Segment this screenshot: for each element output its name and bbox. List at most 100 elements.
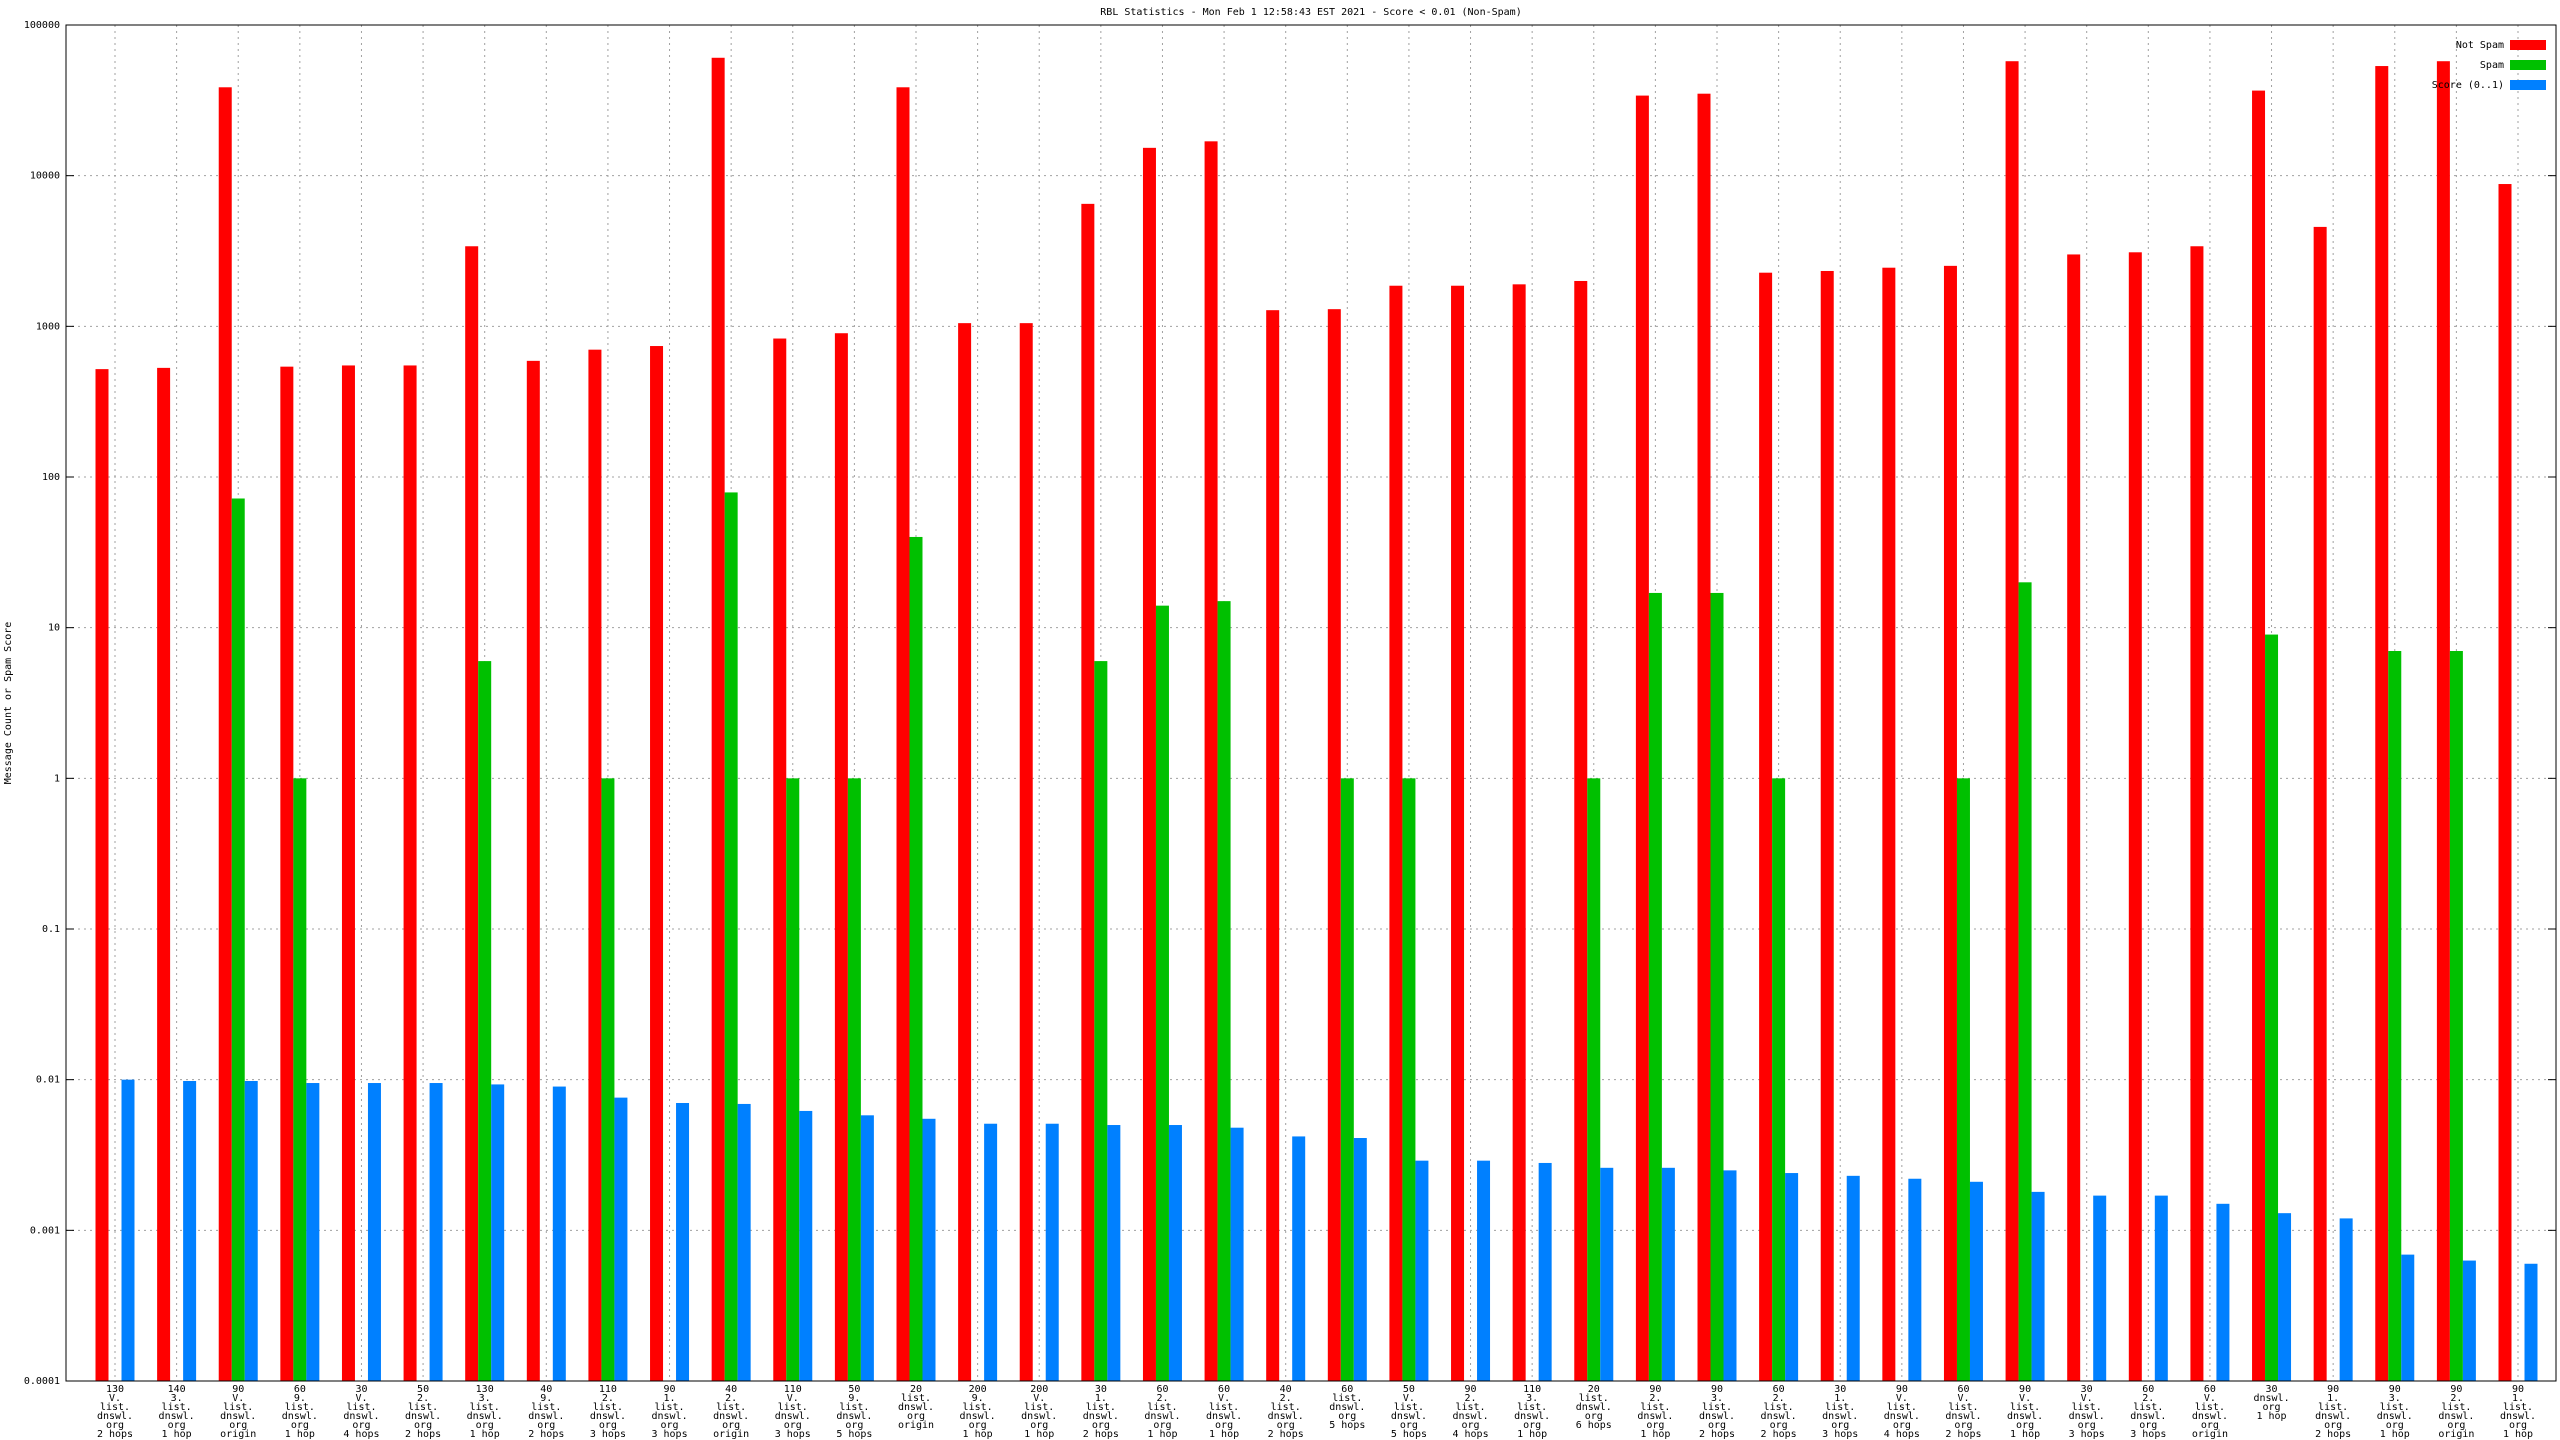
x-tick-label: 3. <box>2389 1393 2401 1404</box>
bar <box>1327 309 1341 1381</box>
x-tick-label: 2. <box>725 1393 737 1404</box>
x-tick-label: org <box>2201 1420 2219 1431</box>
x-tick-label: org <box>1523 1420 1541 1431</box>
x-tick-label: list. <box>901 1393 931 1404</box>
x-tick-label: 20 <box>1588 1384 1600 1395</box>
x-tick-label: dnswl. <box>1945 1411 1981 1422</box>
x-tick-label: list. <box>1147 1402 1177 1413</box>
bar <box>588 349 602 1382</box>
bar <box>2093 1195 2107 1381</box>
x-tick-label: org <box>2016 1420 2034 1431</box>
x-tick-label: org <box>1831 1420 1849 1431</box>
x-tick-label: 9. <box>848 1393 860 1404</box>
x-tick-label: V. <box>2204 1393 2216 1404</box>
bar <box>834 333 848 1382</box>
x-tick-label: dnswl. <box>2069 1411 2105 1422</box>
bar <box>984 1123 998 1381</box>
bar <box>367 1083 381 1381</box>
x-tick-label: dnswl. <box>960 1411 996 1422</box>
x-tick-label: 3. <box>171 1393 183 1404</box>
x-tick-label: list. <box>778 1402 808 1413</box>
x-tick-label: 1 hop <box>963 1429 993 1440</box>
x-tick-label: list. <box>2072 1402 2102 1413</box>
bar <box>1107 1125 1121 1381</box>
bar <box>293 778 307 1381</box>
x-tick-label: list. <box>1702 1402 1732 1413</box>
x-tick-label: org <box>1153 1420 1171 1431</box>
x-tick-label: org <box>1215 1420 1233 1431</box>
bar <box>1635 95 1649 1382</box>
x-tick-label: list. <box>2318 1402 2348 1413</box>
x-tick-label: V. <box>232 1393 244 1404</box>
x-tick-label: 90 <box>2019 1384 2031 1395</box>
x-tick-label: 2. <box>2142 1393 2154 1404</box>
bar <box>1451 285 1465 1382</box>
bar <box>1943 265 1957 1381</box>
x-tick-label: org <box>2324 1420 2342 1431</box>
x-tick-label: list. <box>839 1402 869 1413</box>
bar <box>1340 778 1354 1381</box>
bar <box>650 346 664 1381</box>
x-tick-label: org <box>907 1411 925 1422</box>
x-tick-label: org <box>2447 1420 2465 1431</box>
x-tick-label: 90 <box>2327 1384 2339 1395</box>
x-tick-label: dnswl. <box>2007 1411 2043 1422</box>
x-tick-label: 3 hops <box>1822 1429 1858 1440</box>
x-tick-label: 3 hops <box>590 1429 626 1440</box>
bar <box>1723 1170 1737 1381</box>
bar <box>2067 254 2081 1382</box>
bar <box>614 1097 628 1381</box>
x-tick-label: 90 <box>1465 1384 1477 1395</box>
x-tick-label: 30 <box>2081 1384 2093 1395</box>
bar <box>860 1115 874 1381</box>
x-tick-label: dnswl. <box>651 1411 687 1422</box>
x-tick-label: 1 hop <box>1209 1429 1239 1440</box>
bar <box>1266 310 1280 1381</box>
x-tick-label: list. <box>285 1402 315 1413</box>
bar <box>1353 1138 1367 1381</box>
x-tick-label: org <box>352 1420 370 1431</box>
bar <box>280 366 294 1381</box>
x-tick-label: dnswl. <box>405 1411 441 1422</box>
x-tick-label: org <box>1893 1420 1911 1431</box>
x-tick-label: org <box>1277 1420 1295 1431</box>
x-tick-label: dnswl. <box>1144 1411 1180 1422</box>
x-tick-label: V. <box>1957 1393 1969 1404</box>
chart-title: RBL Statistics - Mon Feb 1 12:58:43 EST … <box>1100 7 1521 18</box>
x-tick-label: list. <box>100 1402 130 1413</box>
x-tick-label: org <box>2139 1420 2157 1431</box>
x-tick-label: origin <box>2438 1429 2474 1440</box>
bar <box>2313 226 2327 1381</box>
x-tick-label: 1 hop <box>285 1429 315 1440</box>
bar <box>1969 1181 1983 1381</box>
x-tick-label: 90 <box>232 1384 244 1395</box>
x-tick-label: list. <box>470 1402 500 1413</box>
x-tick-label: 50 <box>1403 1384 1415 1395</box>
legend-swatch <box>2510 60 2546 70</box>
bar <box>552 1086 566 1381</box>
x-tick-label: 3 hops <box>651 1429 687 1440</box>
x-tick-label: dnswl. <box>2377 1411 2413 1422</box>
bar <box>231 498 245 1381</box>
x-tick-label: 1 hop <box>1517 1429 1547 1440</box>
bar <box>1168 1125 1182 1381</box>
x-tick-label: dnswl. <box>1452 1411 1488 1422</box>
x-tick-label: list. <box>1455 1402 1485 1413</box>
x-tick-label: list. <box>1332 1393 1362 1404</box>
y-tick-label: 0.1 <box>42 924 60 935</box>
x-tick-label: 1 hop <box>1640 1429 1670 1440</box>
bar <box>2449 651 2463 1381</box>
x-tick-label: org <box>845 1420 863 1431</box>
x-tick-label: 2 hops <box>528 1429 564 1440</box>
bar <box>2031 1191 2045 1381</box>
x-tick-label: org <box>1954 1420 1972 1431</box>
x-tick-label: 3. <box>479 1393 491 1404</box>
x-tick-label: 2 hops <box>405 1429 441 1440</box>
bar <box>773 338 787 1381</box>
x-tick-label: 30 <box>1834 1384 1846 1395</box>
x-tick-label: 90 <box>1711 1384 1723 1395</box>
bar <box>896 87 910 1382</box>
x-tick-label: dnswl. <box>343 1411 379 1422</box>
x-tick-label: list. <box>2010 1402 2040 1413</box>
